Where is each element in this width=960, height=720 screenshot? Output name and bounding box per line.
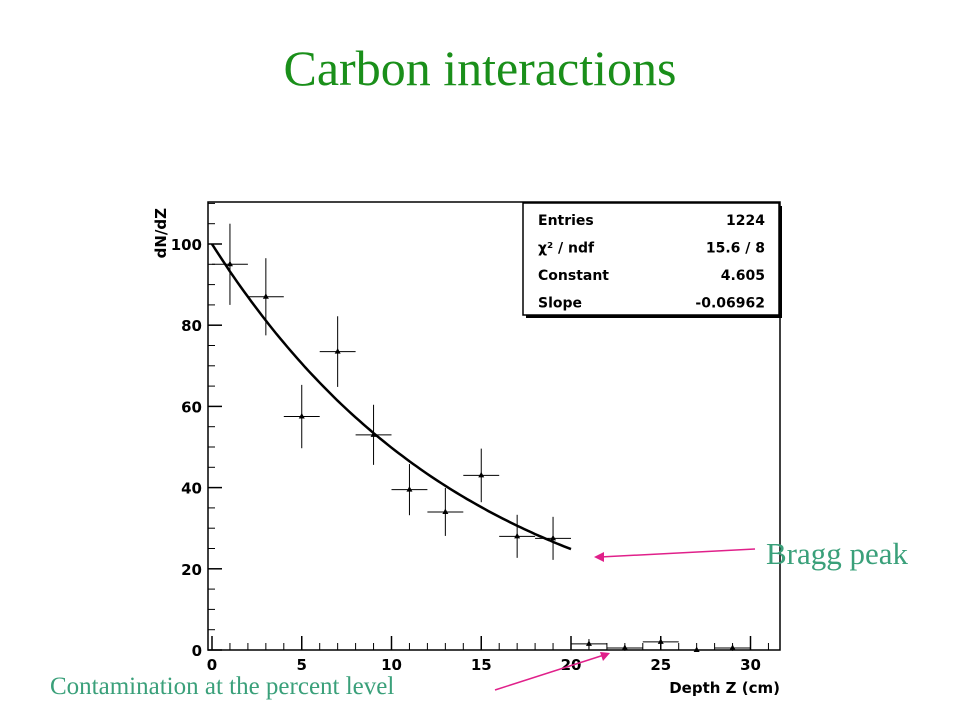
data-point [514, 532, 521, 539]
y-tick-label: 0 [192, 642, 202, 660]
stats-value: 4.605 [721, 268, 765, 284]
x-axis-label: Depth Z (cm) [669, 679, 780, 697]
data-point [226, 260, 233, 267]
data-point [621, 644, 628, 650]
contamination-arrow-line [494, 654, 605, 691]
stats-label: χ² / ndf [538, 241, 595, 257]
x-tick-label: 25 [650, 656, 671, 674]
x-tick-label: 30 [740, 656, 761, 674]
data-point [442, 508, 449, 514]
x-tick-label: 5 [297, 656, 307, 674]
slide-title: Carbon interactions [283, 40, 677, 96]
y-tick-label: 40 [181, 480, 202, 498]
data-point [370, 431, 377, 437]
bragg-arrow-head [594, 552, 604, 562]
data-point [550, 534, 557, 541]
data-point [298, 413, 305, 419]
y-tick-label: 60 [181, 398, 202, 416]
x-tick-label: 10 [381, 656, 402, 674]
stats-label: Constant [538, 268, 609, 284]
data-point [693, 646, 700, 652]
x-tick-label: 15 [471, 656, 492, 674]
data-point [657, 638, 664, 644]
y-tick-label: 80 [181, 317, 202, 335]
fit-curve [210, 243, 572, 551]
stats-value: 1224 [726, 213, 765, 229]
contamination-arrow-head [600, 652, 610, 661]
data-point [478, 471, 485, 478]
bragg-arrow-line [599, 548, 756, 558]
data-point [585, 640, 592, 646]
data-point [262, 293, 269, 299]
data-point [729, 644, 736, 650]
stats-value: 15.6 / 8 [706, 241, 765, 257]
y-axis-label: dN/dZ [152, 208, 170, 259]
stats-label: Entries [538, 213, 594, 229]
y-tick-label: 100 [171, 236, 202, 254]
data-point [406, 486, 413, 492]
data-point [334, 348, 341, 354]
plot-frame [207, 201, 781, 651]
contamination-label: Contamination at the percent level [50, 673, 395, 700]
stats-value: -0.06962 [695, 296, 765, 312]
stats-label: Slope [538, 296, 582, 312]
y-tick-label: 20 [181, 561, 202, 579]
bragg-peak-label: Bragg peak [766, 536, 909, 571]
x-tick-label: 0 [207, 656, 217, 674]
stats-box [522, 202, 780, 316]
